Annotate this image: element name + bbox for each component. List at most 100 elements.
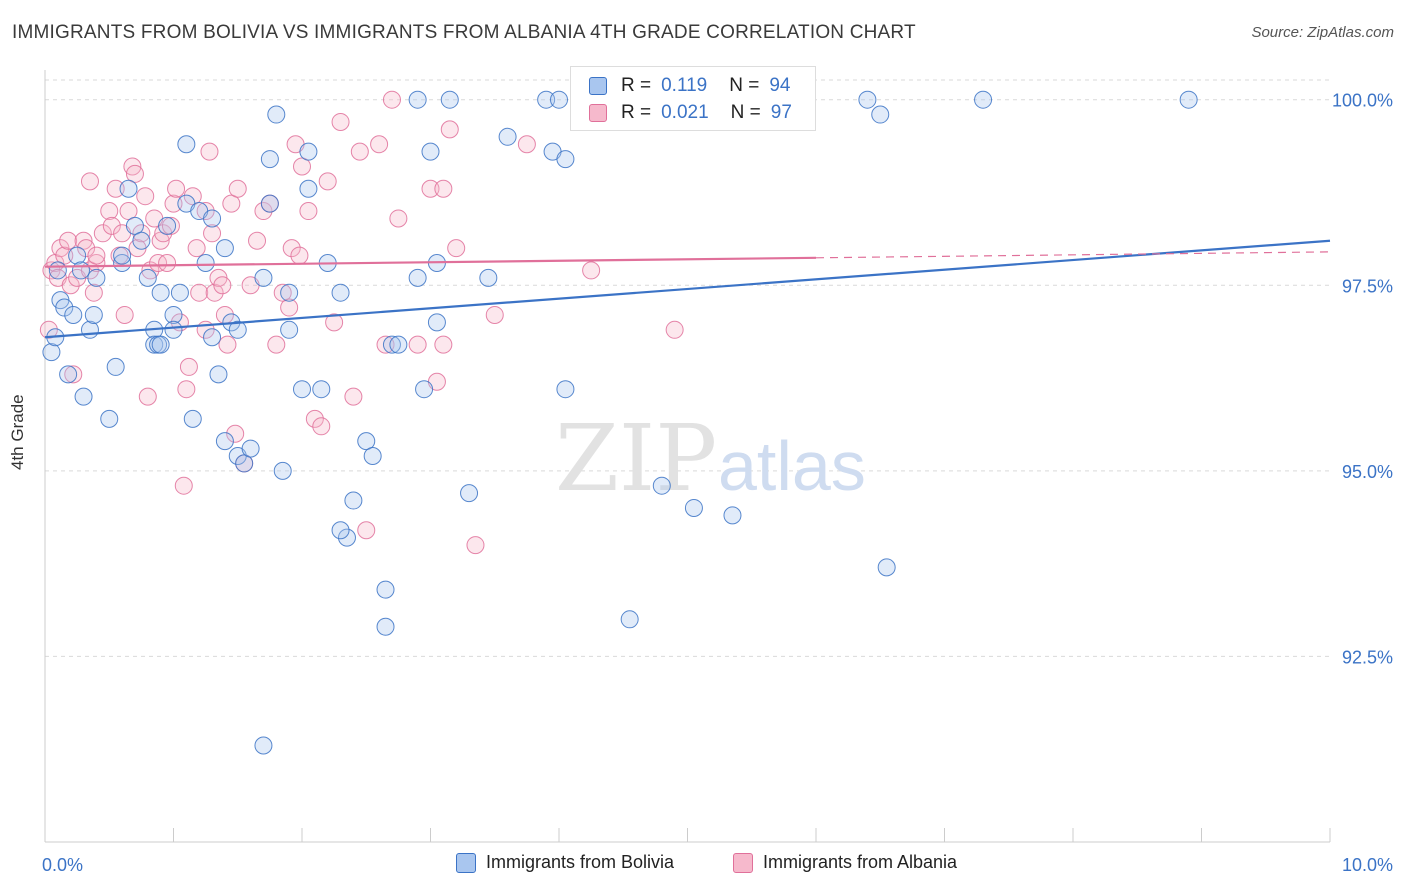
albania-point [119, 202, 138, 221]
bolivia-point [119, 179, 138, 198]
bolivia-point [80, 320, 99, 339]
bolivia-point [209, 365, 228, 384]
bolivia-point [196, 254, 215, 272]
chart-title: IMMIGRANTS FROM BOLIVIA VS IMMIGRANTS FR… [12, 22, 916, 43]
bolivia-point [877, 558, 896, 577]
bolivia-point [260, 150, 279, 169]
watermark-zip: ZIP [555, 405, 717, 512]
albania-point [421, 179, 440, 198]
bolivia-point [280, 283, 299, 302]
albania-point [267, 335, 286, 354]
bottom-legend-label-bolivia: Immigrants from Bolivia [486, 852, 675, 872]
albania-point [325, 313, 344, 332]
x-tick-label: 10.0% [1342, 855, 1393, 875]
bolivia-point [479, 268, 498, 287]
albania-point [158, 254, 177, 272]
albania-trend-line [44, 256, 817, 268]
bolivia-point [228, 320, 247, 339]
albania-point [167, 179, 186, 198]
albania-point [190, 283, 209, 302]
bolivia-point [203, 209, 222, 228]
albania-point [87, 246, 106, 265]
albania-point [370, 135, 389, 154]
y-tick-label: 97.5% [1342, 276, 1393, 296]
bolivia-point [132, 231, 151, 250]
legend-row-albania: R = 0.021 N = 97 [589, 101, 814, 125]
albania-point [254, 202, 273, 221]
axes [44, 70, 1331, 843]
bolivia-point [974, 90, 993, 109]
bolivia-point [415, 380, 434, 399]
albania-point [226, 424, 245, 443]
albania-trend-line-extension [815, 251, 1331, 259]
bolivia-point [273, 461, 292, 480]
bolivia-point [684, 498, 703, 517]
bolivia-point [254, 268, 273, 287]
albania-point [582, 261, 601, 280]
albania-point [485, 305, 504, 324]
bolivia-point [363, 447, 382, 465]
albania-point [290, 246, 309, 265]
albania-point [59, 231, 78, 250]
albania-point [183, 187, 202, 206]
y-tick-label: 100.0% [1332, 91, 1393, 111]
bolivia-point [235, 454, 254, 473]
bolivia-point [620, 610, 639, 629]
albania-point [138, 387, 157, 406]
bolivia-point [106, 357, 125, 376]
bolivia-point [331, 521, 350, 540]
albania-point [77, 239, 96, 258]
bolivia-point [376, 617, 395, 636]
albania-point [248, 231, 267, 250]
bolivia-point [145, 335, 164, 354]
albania-point [136, 187, 155, 206]
bolivia-point [170, 283, 189, 302]
bolivia-point [408, 268, 427, 287]
bolivia-point [299, 142, 318, 161]
albania-point [447, 239, 466, 258]
albania-point [293, 157, 311, 176]
bottom-legend-label-albania: Immigrants from Albania [763, 852, 958, 872]
albania-point [106, 179, 125, 198]
albania-point [517, 135, 536, 154]
albania-point [102, 216, 121, 235]
bolivia-point [652, 476, 671, 495]
watermark-atlas: atlas [718, 427, 866, 505]
albania-point [389, 209, 408, 228]
legend-row-bolivia: R = 0.119 N = 94 [589, 74, 813, 98]
albania-point [164, 194, 183, 213]
albania-point [408, 335, 427, 354]
bolivia-point [344, 491, 363, 510]
albania-point [39, 320, 58, 339]
bolivia-point [59, 365, 78, 384]
albania-point [218, 335, 237, 354]
legend-n-value: 97 [770, 102, 792, 123]
grid-lines [45, 79, 1330, 657]
albania-point [93, 224, 112, 243]
bolivia-point [871, 105, 890, 124]
albania-point [318, 172, 337, 191]
albania-point [84, 283, 103, 302]
albania-point [466, 536, 485, 555]
bolivia-point [203, 328, 222, 347]
albania-point [299, 202, 318, 221]
y-tick-label: 92.5% [1342, 647, 1393, 667]
bottom-legend-bolivia: Immigrants from Bolivia [456, 852, 674, 873]
albania-point [440, 120, 459, 139]
bolivia-point [280, 320, 299, 339]
bolivia-point [267, 105, 286, 124]
bolivia-point [151, 283, 170, 302]
albania-point [203, 224, 222, 243]
albania-point [123, 157, 142, 176]
albania-point [282, 239, 301, 258]
bolivia-point [440, 90, 459, 109]
legend-r-value: 0.119 [661, 75, 708, 96]
bottom-legend-albania: Immigrants from Albania [733, 852, 957, 873]
albania-point [179, 357, 198, 376]
bolivia-point [421, 142, 440, 161]
bolivia-point [427, 313, 446, 332]
albania-point [177, 380, 196, 399]
bolivia-point [151, 335, 170, 354]
bolivia-point [389, 335, 408, 354]
bolivia-point [331, 283, 350, 302]
